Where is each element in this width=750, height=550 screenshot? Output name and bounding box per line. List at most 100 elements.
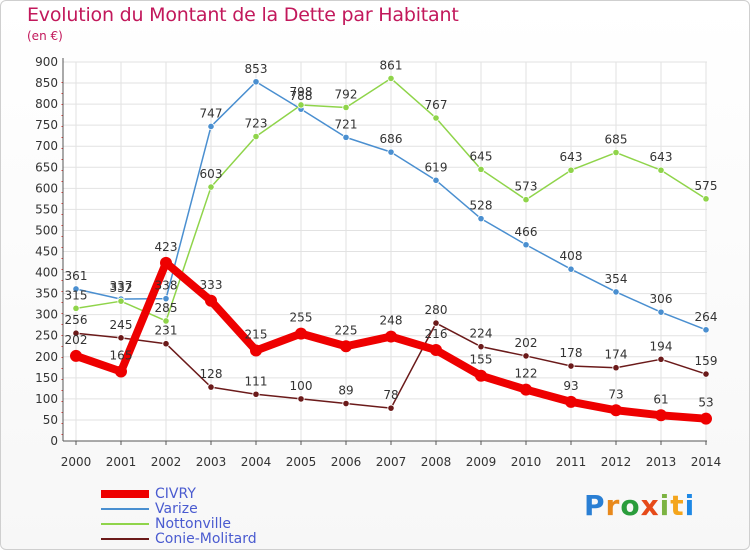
y-tick-label: 450 [35, 245, 58, 259]
data-label: 408 [560, 249, 583, 263]
data-label: 93 [563, 379, 578, 393]
data-point [252, 78, 260, 86]
data-label: 333 [200, 278, 223, 292]
data-point [567, 265, 575, 273]
y-tick-label: 250 [35, 329, 58, 343]
data-point [432, 114, 440, 122]
data-label: 332 [110, 281, 133, 295]
data-point [342, 133, 350, 141]
data-point [700, 412, 712, 425]
data-point [655, 409, 667, 422]
data-label: 337 [110, 279, 133, 293]
logo-letter: i [659, 489, 671, 522]
logo-letter: o [620, 489, 641, 522]
series-lines [70, 74, 712, 425]
data-label: 354 [605, 272, 628, 286]
data-point [207, 183, 215, 191]
data-point [477, 165, 485, 173]
y-tick-label: 100 [35, 392, 58, 406]
data-label: 619 [425, 160, 448, 174]
data-point [657, 355, 665, 363]
grid [63, 61, 707, 442]
data-point [342, 103, 350, 112]
data-point [475, 369, 487, 382]
data-label: 248 [380, 314, 403, 328]
data-label: 306 [650, 292, 673, 306]
legend-item: Conie-Molitard [101, 530, 257, 547]
data-label: 721 [335, 117, 358, 131]
y-tick-label: 150 [35, 371, 58, 385]
data-point [387, 74, 395, 83]
x-tick-label: 2013 [646, 455, 677, 469]
data-label: 788 [290, 89, 313, 103]
x-tick-label: 2008 [421, 455, 452, 469]
data-point [432, 319, 440, 327]
data-point [162, 317, 170, 325]
data-label: 159 [695, 354, 718, 368]
y-tick-label: 600 [35, 181, 58, 195]
data-point [612, 148, 620, 157]
x-tick-label: 2006 [331, 455, 362, 469]
data-label: 178 [560, 346, 583, 360]
logo-letter: r [605, 489, 621, 522]
data-point [657, 308, 665, 316]
y-tick-label: 850 [35, 76, 58, 90]
legend-label: Nottonville [155, 515, 232, 532]
data-point [117, 334, 125, 342]
data-label: 256 [65, 313, 88, 327]
data-label: 643 [650, 150, 673, 164]
data-point [702, 326, 710, 334]
data-label: 643 [560, 150, 583, 164]
y-tick-label: 800 [35, 97, 58, 111]
legend-label: Varize [155, 500, 198, 517]
data-point [612, 364, 620, 372]
data-point [297, 101, 305, 109]
data-label: 165 [110, 349, 133, 363]
data-label: 264 [695, 310, 718, 324]
data-point [430, 344, 442, 357]
data-point [162, 295, 170, 303]
data-point [432, 176, 440, 184]
axes: 0 50 100 150 200 250 300 350 400 450 500 550 600 650 7… [35, 55, 721, 469]
data-point [567, 166, 575, 174]
legend-label: Conie-Molitard [155, 530, 257, 547]
data-point [252, 132, 260, 141]
logo-letter: t [670, 489, 685, 522]
data-label: 573 [515, 180, 538, 194]
chart-title: Evolution du Montant de la Dette par Hab… [27, 4, 459, 26]
data-label: 280 [425, 303, 448, 317]
data-label: 747 [200, 106, 223, 120]
x-tick-label: 2010 [511, 455, 542, 469]
data-point [522, 241, 530, 249]
data-label: 255 [290, 311, 313, 325]
data-point [477, 343, 485, 351]
data-label: 174 [605, 348, 628, 362]
data-label: 792 [335, 87, 358, 101]
data-label: 528 [470, 199, 493, 213]
data-point [160, 256, 172, 269]
legend-item: Varize [101, 500, 257, 517]
data-label: 361 [65, 269, 88, 283]
data-point [72, 304, 80, 312]
data-label: 723 [245, 117, 268, 131]
data-label: 466 [515, 225, 538, 239]
y-tick-label: 350 [35, 287, 58, 301]
data-label: 78 [383, 388, 398, 402]
legend-label: CIVRY [155, 485, 196, 502]
legend-swatch [101, 522, 149, 525]
data-point [117, 297, 125, 305]
data-label: 202 [65, 333, 88, 347]
data-label: 73 [608, 387, 623, 401]
data-point [250, 344, 262, 357]
data-point [70, 349, 82, 362]
data-label: 861 [380, 58, 403, 72]
data-label: 215 [245, 327, 268, 341]
data-label: 338 [155, 279, 178, 293]
data-label: 225 [335, 323, 358, 337]
data-label: 685 [605, 133, 628, 147]
data-point [207, 383, 215, 391]
data-point [567, 362, 575, 370]
data-point [477, 215, 485, 223]
data-point [385, 330, 397, 343]
